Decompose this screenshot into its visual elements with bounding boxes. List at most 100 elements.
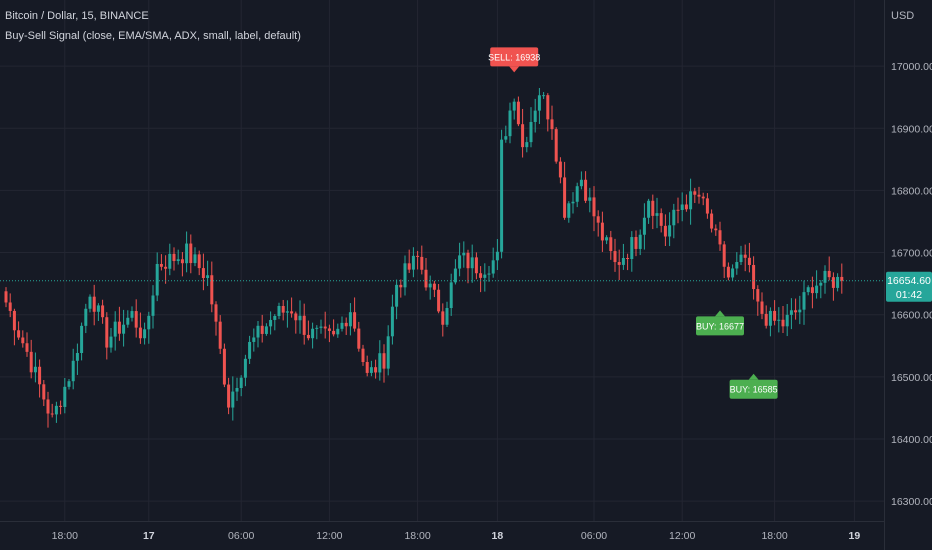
candle[interactable] (143, 329, 147, 339)
candle[interactable] (819, 282, 823, 286)
candle[interactable] (214, 304, 218, 322)
candle[interactable] (336, 328, 340, 335)
candle[interactable] (399, 284, 403, 288)
candle[interactable] (605, 237, 609, 241)
candle[interactable] (390, 306, 394, 337)
candle[interactable] (802, 292, 806, 310)
candle[interactable] (340, 322, 344, 329)
candle[interactable] (172, 253, 176, 262)
candle[interactable] (348, 312, 352, 327)
candle[interactable] (651, 200, 655, 216)
candle[interactable] (344, 322, 348, 327)
candle[interactable] (180, 259, 184, 264)
candle[interactable] (470, 257, 474, 269)
candle[interactable] (201, 268, 205, 279)
candle[interactable] (113, 321, 117, 337)
candle[interactable] (437, 289, 441, 312)
candle[interactable] (714, 228, 718, 231)
candle[interactable] (537, 95, 541, 111)
candle[interactable] (613, 251, 617, 263)
candle[interactable] (80, 325, 84, 354)
candle[interactable] (563, 177, 567, 218)
candle[interactable] (294, 313, 298, 321)
candle[interactable] (739, 254, 743, 263)
candle[interactable] (411, 255, 415, 270)
candle[interactable] (483, 274, 487, 278)
candle[interactable] (155, 263, 159, 296)
candle[interactable] (101, 305, 105, 318)
candle[interactable] (458, 255, 462, 269)
candle[interactable] (407, 263, 411, 270)
candle[interactable] (558, 161, 562, 178)
candle[interactable] (361, 348, 365, 363)
candle[interactable] (281, 305, 285, 313)
candle[interactable] (193, 254, 197, 264)
candle[interactable] (25, 343, 29, 352)
candle[interactable] (38, 366, 42, 385)
candle[interactable] (655, 213, 659, 216)
candle[interactable] (516, 101, 520, 125)
candle[interactable] (785, 314, 789, 327)
candle[interactable] (29, 351, 33, 373)
candle[interactable] (332, 330, 336, 335)
currency-label[interactable]: USD (891, 10, 915, 22)
candle[interactable] (584, 179, 588, 201)
candle[interactable] (273, 315, 277, 320)
candle[interactable] (600, 222, 604, 241)
candle[interactable] (218, 321, 222, 349)
candle[interactable] (264, 326, 268, 334)
candle[interactable] (672, 209, 676, 226)
candle[interactable] (756, 289, 760, 302)
candle[interactable] (46, 399, 50, 414)
candle[interactable] (369, 367, 373, 373)
candle[interactable] (525, 142, 529, 148)
candle[interactable] (705, 198, 709, 214)
candle[interactable] (445, 308, 449, 325)
candle[interactable] (130, 311, 134, 318)
candle[interactable] (428, 283, 432, 288)
candle[interactable] (256, 325, 260, 338)
candle[interactable] (84, 308, 88, 326)
candle[interactable] (239, 377, 243, 388)
candle[interactable] (248, 341, 252, 359)
candle[interactable] (836, 276, 840, 288)
candle[interactable] (693, 191, 697, 195)
candle[interactable] (63, 386, 67, 407)
candle[interactable] (634, 237, 638, 249)
candle[interactable] (764, 313, 768, 326)
candle[interactable] (642, 217, 646, 235)
candle[interactable] (382, 353, 386, 369)
candle[interactable] (659, 213, 663, 226)
candle[interactable] (147, 315, 151, 330)
candle[interactable] (386, 336, 390, 369)
candle[interactable] (105, 317, 109, 348)
candle[interactable] (290, 311, 294, 314)
candle[interactable] (575, 186, 579, 202)
candle[interactable] (554, 129, 558, 162)
candle[interactable] (54, 405, 58, 415)
candle[interactable] (269, 319, 273, 327)
candle[interactable] (416, 255, 420, 257)
candle[interactable] (743, 254, 747, 258)
candle[interactable] (134, 311, 138, 328)
candle[interactable] (126, 317, 130, 325)
candle[interactable] (315, 327, 319, 329)
candle[interactable] (815, 285, 819, 294)
symbol-legend[interactable]: Bitcoin / Dollar, 15, BINANCE (5, 10, 149, 22)
candle[interactable] (222, 348, 226, 385)
candle[interactable] (768, 310, 772, 326)
candle[interactable] (626, 258, 630, 260)
candle[interactable] (794, 310, 798, 313)
candle[interactable] (357, 328, 361, 349)
candle[interactable] (676, 209, 680, 211)
candle[interactable] (504, 136, 508, 140)
candle[interactable] (495, 251, 499, 261)
candle[interactable] (596, 216, 600, 223)
candle[interactable] (718, 230, 722, 245)
candle[interactable] (285, 311, 289, 313)
candle[interactable] (831, 277, 835, 288)
candle[interactable] (424, 269, 428, 288)
candle[interactable] (798, 309, 802, 313)
candle[interactable] (227, 384, 231, 408)
